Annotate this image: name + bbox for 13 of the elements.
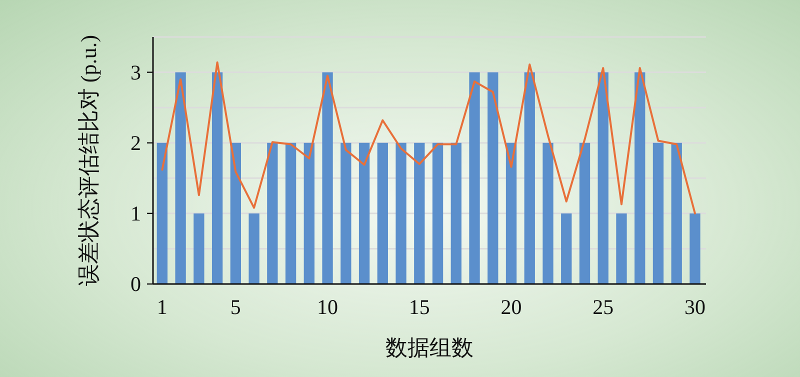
x-axis-title: 数据组数 — [386, 335, 474, 360]
y-tick-label: 0 — [130, 272, 141, 296]
x-tick-label: 1 — [156, 295, 168, 319]
y-axis-title: 误差状态评估结比对 (p.u.) — [76, 34, 101, 286]
x-tick-label: 30 — [684, 295, 706, 319]
x-tick-label: 10 — [317, 295, 338, 319]
x-tick-label: 25 — [592, 295, 614, 319]
y-tick-label: 2 — [130, 130, 141, 155]
x-tick-label: 5 — [230, 295, 241, 319]
x-tick-label: 20 — [500, 295, 522, 319]
y-tick-label: 3 — [130, 60, 141, 84]
x-tick-label: 15 — [408, 295, 430, 319]
y-tick-label: 1 — [130, 201, 141, 226]
